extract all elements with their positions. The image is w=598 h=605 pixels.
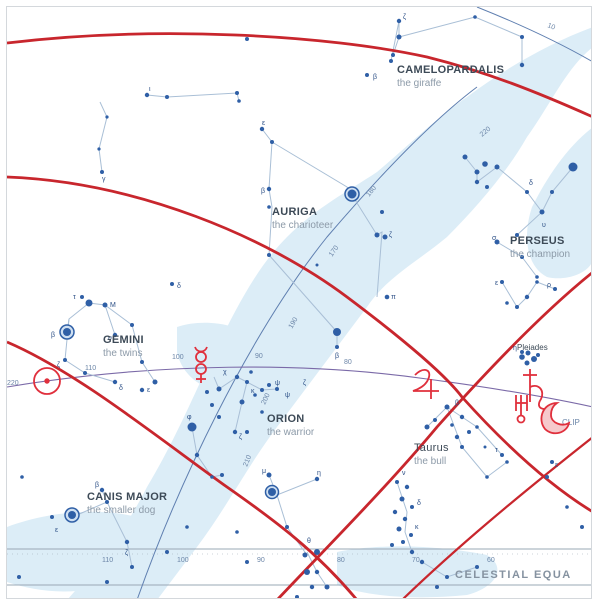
star-letter: ζ bbox=[57, 362, 60, 369]
star-letter: χ bbox=[223, 369, 227, 376]
grid-label: 220 bbox=[7, 380, 19, 387]
ecliptic-labels: 110 100 90 80 CLIP bbox=[85, 353, 580, 427]
star-letter: τ bbox=[73, 294, 76, 301]
star-letter: η bbox=[317, 470, 321, 477]
star-letter: β bbox=[335, 353, 339, 360]
ecliptic-label: CLIP bbox=[562, 418, 580, 427]
sun-symbol bbox=[33, 367, 61, 395]
equator-tick: 90 bbox=[257, 557, 265, 564]
equator-grid-strip bbox=[7, 548, 591, 586]
constellation-translation: the giraffe bbox=[397, 78, 442, 89]
equator-tick: 70 bbox=[412, 557, 420, 564]
star-letter: φ bbox=[187, 414, 192, 421]
star-letter: τ bbox=[495, 447, 498, 454]
constellation-name: CAMELOPARDALIS bbox=[397, 64, 504, 76]
star-letter: ζ bbox=[125, 550, 128, 557]
equator-tick: 80 bbox=[337, 557, 345, 564]
planet-symbols bbox=[33, 346, 571, 435]
star-letter: δ bbox=[177, 283, 181, 290]
star-letter: κ bbox=[415, 524, 419, 531]
jupiter-symbol bbox=[412, 369, 439, 399]
constellation-name: ORION bbox=[267, 413, 305, 425]
star-letter: γ bbox=[102, 176, 106, 183]
star-letter: ζ bbox=[303, 380, 306, 387]
ecliptic-mark: 90 bbox=[255, 353, 263, 360]
star-letter: ε bbox=[55, 527, 58, 534]
star-letter: η bbox=[513, 345, 517, 352]
star-chart-frame: ζ β ι γ ε β ζ π β δ δ υ σ ε ρ M τ β υ ζ … bbox=[6, 6, 592, 599]
ecliptic-mark: 110 bbox=[85, 365, 96, 372]
star-letter: ε bbox=[495, 280, 498, 287]
star-letter: π bbox=[391, 294, 396, 301]
constellation-translation: the warrior bbox=[267, 427, 315, 438]
star-letter: σ bbox=[492, 235, 497, 242]
star-letter: υ bbox=[108, 335, 112, 342]
equator-tick: 60 bbox=[487, 557, 495, 564]
pleiades-label: Pleiades bbox=[517, 343, 548, 352]
venus-symbol bbox=[195, 363, 207, 383]
constellation-translation: the champion bbox=[510, 249, 570, 260]
star-letter: β bbox=[51, 332, 55, 339]
star-letter: ε bbox=[555, 462, 558, 469]
star-letter: ζ bbox=[403, 14, 406, 21]
star-letter: ι bbox=[149, 86, 151, 93]
star-letter: ν bbox=[402, 470, 406, 477]
star-letter: μ bbox=[262, 468, 266, 475]
saturn-symbol bbox=[523, 369, 546, 410]
star-letter: ε bbox=[147, 387, 150, 394]
star-letter: ψ bbox=[285, 392, 290, 399]
star-designations: ζ β ι γ ε β ζ π β δ δ υ σ ε ρ M τ β υ ζ … bbox=[51, 14, 558, 557]
star-letter: κ bbox=[251, 388, 255, 395]
uranus-symbol bbox=[515, 395, 528, 424]
star-letter: ε bbox=[262, 120, 265, 127]
equator-tick: 110 bbox=[102, 557, 113, 564]
star-letter: β bbox=[261, 188, 265, 195]
star-letter: θ bbox=[307, 538, 311, 545]
star-chart: ζ β ι γ ε β ζ π β δ δ υ σ ε ρ M τ β υ ζ … bbox=[7, 7, 591, 598]
constellation-name: Taurus bbox=[414, 442, 449, 454]
constellation-name: GEMINI bbox=[103, 334, 144, 346]
constellation-name: AURIGA bbox=[272, 206, 317, 218]
star-letter: β bbox=[95, 482, 99, 489]
grid-label: 10 bbox=[546, 22, 556, 31]
star-letter: δ bbox=[417, 500, 421, 507]
equator-ticks: 110 100 90 80 70 60 CELESTIAL EQUA bbox=[102, 557, 572, 581]
grid-label: 210 bbox=[242, 454, 253, 468]
constellation-translation: the smaller dog bbox=[87, 505, 155, 516]
star-letter: β bbox=[455, 400, 459, 407]
star-letter: δ bbox=[529, 180, 533, 187]
milky-way bbox=[7, 27, 591, 598]
celestial-equator-label: CELESTIAL EQUA bbox=[455, 569, 572, 581]
star-letter: ψ bbox=[275, 380, 280, 387]
ecliptic-mark: 80 bbox=[344, 359, 352, 366]
constellation-boundaries bbox=[7, 32, 591, 598]
mercury-symbol bbox=[194, 346, 208, 363]
grid-label: 190 bbox=[288, 316, 300, 330]
ecliptic-mark: 100 bbox=[172, 354, 184, 361]
equator-tick: 100 bbox=[177, 557, 189, 564]
constellation-translation: the charioteer bbox=[272, 220, 334, 231]
star-letter: ζ bbox=[389, 232, 392, 239]
star-letter: δ bbox=[119, 385, 123, 392]
star-letter: β bbox=[373, 74, 377, 81]
constellation-name: PERSEUS bbox=[510, 235, 565, 247]
moon-symbol bbox=[540, 402, 571, 435]
constellation-name: CANIS MAJOR bbox=[87, 491, 167, 503]
grid-label: 200 bbox=[260, 392, 271, 406]
constellation-translation: the bull bbox=[414, 456, 446, 467]
constellation-translation: the twins bbox=[103, 348, 142, 359]
stars bbox=[17, 15, 584, 598]
star-letter: υ bbox=[542, 222, 546, 229]
constellation-names: CAMELOPARDALIS the giraffe AURIGA the ch… bbox=[87, 64, 570, 516]
star-letter: ρ bbox=[547, 282, 551, 289]
star-letter: M bbox=[110, 302, 116, 309]
star-letter: ζ bbox=[239, 434, 242, 441]
